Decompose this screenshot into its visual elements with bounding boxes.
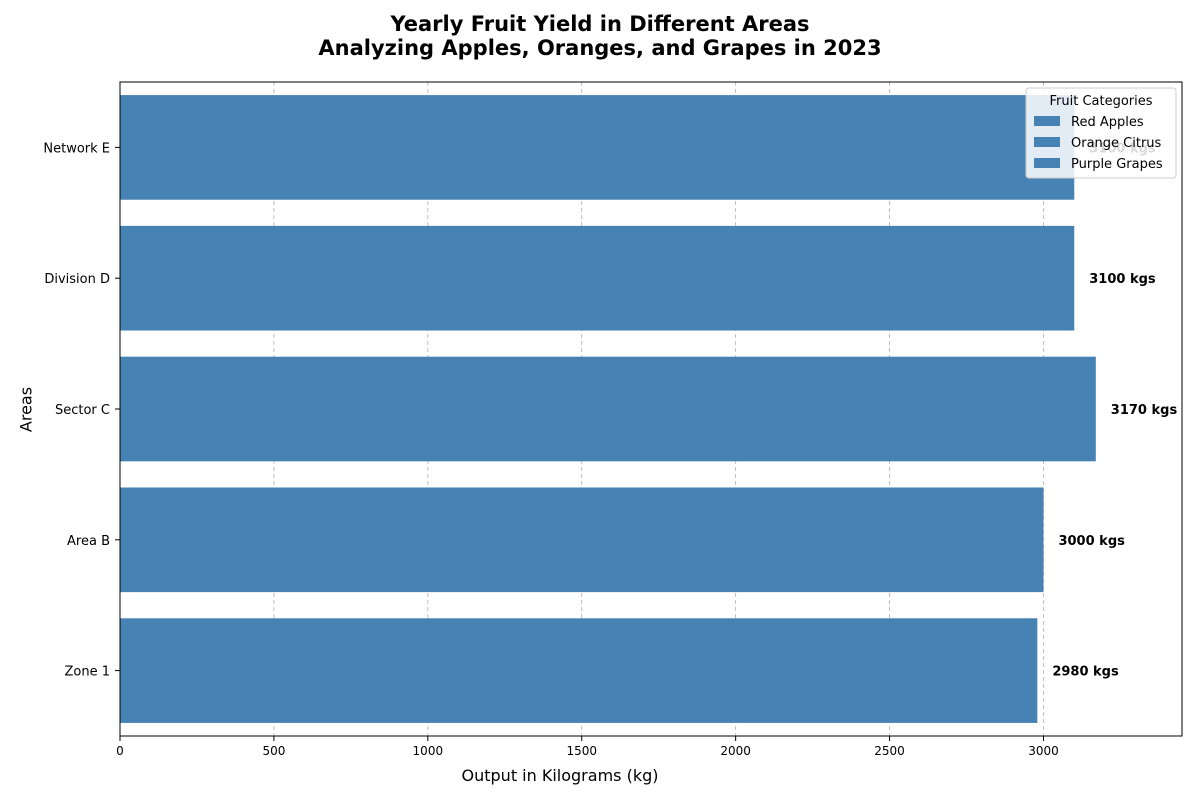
x-tick-label: 0	[116, 744, 124, 758]
x-axis-label-text: Output in Kilograms (kg)	[461, 766, 659, 785]
bar	[120, 618, 1038, 723]
chart-title: Yearly Fruit Yield in Different Areas	[390, 12, 810, 36]
x-tick-label: 2000	[720, 744, 751, 758]
x-tick-label: 1000	[413, 744, 444, 758]
data-label: 3100 kgs	[1089, 272, 1156, 287]
data-label: 2980 kgs	[1052, 665, 1119, 680]
y-tick-label: Area B	[67, 534, 110, 549]
x-axis-label: Output in Kilograms (kg)	[0, 766, 1200, 785]
bar	[120, 95, 1075, 200]
data-label: 3000 kgs	[1058, 534, 1125, 549]
y-tick-label: Zone 1	[65, 665, 111, 680]
legend-entry: Red Apples	[1071, 115, 1144, 130]
y-tick-label: Division D	[44, 272, 110, 287]
legend-swatch	[1034, 137, 1060, 147]
plot-frame	[119, 81, 1183, 737]
legend-entry: Orange Citrus	[1071, 136, 1162, 151]
legend-entry: Purple Grapes	[1071, 157, 1163, 172]
y-tick-label: Sector C	[55, 403, 110, 418]
bar	[120, 487, 1044, 593]
chart-subtitle: Analyzing Apples, Oranges, and Grapes in…	[318, 36, 882, 60]
bar	[120, 225, 1075, 331]
x-tick-label: 1500	[566, 744, 597, 758]
x-tick-label: 3000	[1028, 744, 1059, 758]
data-label: 3170 kgs	[1111, 403, 1178, 418]
x-tick-label: 500	[262, 744, 285, 758]
y-tick-label: Network E	[43, 141, 110, 156]
y-axis-label: Areas	[16, 386, 36, 433]
legend-swatch	[1034, 116, 1060, 126]
legend-title: Fruit Categories	[1049, 94, 1152, 109]
legend-box	[1025, 87, 1177, 179]
x-tick-label: 2500	[874, 744, 905, 758]
bar	[120, 356, 1096, 462]
legend-swatch	[1034, 158, 1060, 168]
